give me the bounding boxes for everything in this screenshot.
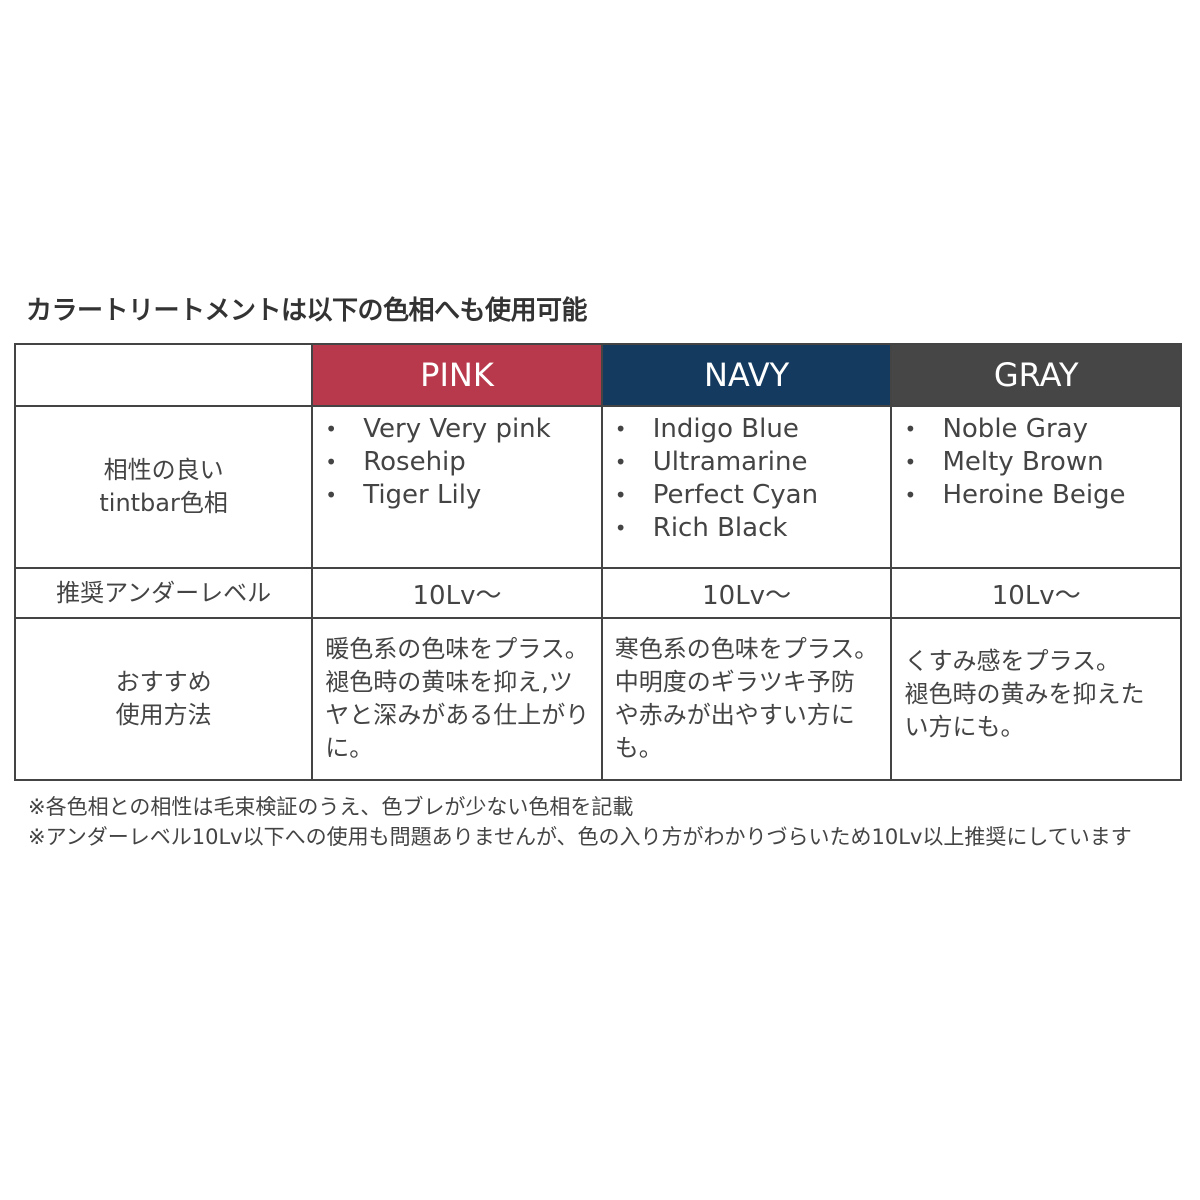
usage-line: 寒色系の色味をプラス。 — [614, 635, 879, 663]
list-item: Rosehip — [313, 446, 601, 479]
usage-navy: 寒色系の色味をプラス。 中明度のギラツキ予防 や赤みが出やすい方に も。 — [600, 617, 893, 781]
compatible-navy: Indigo Blue Ultramarine Perfect Cyan Ric… — [600, 405, 893, 569]
usage-line: 褪色時の黄みを抑えた — [904, 679, 1145, 708]
compatible-row: 相性の良い tintbar色相 Very Very pink Rosehip T… — [13, 405, 1182, 569]
usage-line: 中明度のギラツキ予防 — [614, 668, 855, 696]
row-label-line: tintbar色相 — [99, 489, 228, 517]
list-item: Heroine Beige — [892, 479, 1180, 512]
list-item: Melty Brown — [892, 446, 1180, 479]
row-label-usage: おすすめ 使用方法 — [13, 617, 314, 781]
row-label-line: おすすめ — [115, 668, 212, 696]
under-level-row: 推奨アンダーレベル 10Lv〜 10Lv〜 10Lv〜 — [13, 567, 1182, 619]
list-item: Indigo Blue — [603, 413, 891, 446]
header-pink: PINK — [311, 343, 603, 407]
footnote: ※アンダーレベル10Lv以下への使用も問題ありませんが、色の入り方がわかりづらい… — [28, 825, 1132, 849]
list-item: Noble Gray — [892, 413, 1180, 446]
usage-line: も。 — [614, 734, 663, 762]
header-gray: GRAY — [890, 343, 1182, 407]
footnote: ※各色相との相性は毛束検証のうえ、色ブレが少ない色相を記載 — [28, 795, 634, 819]
row-label-line: 使用方法 — [115, 701, 212, 729]
list-item: Perfect Cyan — [603, 479, 891, 512]
hue-compatibility-table: PINK NAVY GRAY 相性の良い tintbar色相 Very Very… — [13, 343, 1182, 781]
header-empty-cell — [13, 343, 314, 407]
usage-line: ヤと深みがある仕上がり — [325, 701, 590, 729]
header-navy: NAVY — [600, 343, 893, 407]
list-item: Very Very pink — [313, 413, 601, 446]
usage-gray: くすみ感をプラス。 褪色時の黄みを抑えた い方にも。 — [890, 617, 1182, 781]
header-row: PINK NAVY GRAY — [13, 343, 1182, 407]
row-label-under-level: 推奨アンダーレベル — [13, 567, 314, 619]
list-item: Ultramarine — [603, 446, 891, 479]
usage-line: い方にも。 — [904, 712, 1025, 741]
under-level-pink: 10Lv〜 — [311, 567, 603, 619]
compatible-pink: Very Very pink Rosehip Tiger Lily — [311, 405, 603, 569]
usage-line: や赤みが出やすい方に — [614, 701, 855, 729]
usage-row: おすすめ 使用方法 暖色系の色味をプラス。 褪色時の黄味を抑え,ツ ヤと深みがあ… — [13, 617, 1182, 781]
under-level-navy: 10Lv〜 — [600, 567, 893, 619]
list-item: Tiger Lily — [313, 479, 601, 512]
footnotes: ※各色相との相性は毛束検証のうえ、色ブレが少ない色相を記載 ※アンダーレベル10… — [28, 792, 1132, 852]
usage-line: 褪色時の黄味を抑え,ツ — [325, 668, 573, 696]
compatible-gray: Noble Gray Melty Brown Heroine Beige — [890, 405, 1182, 569]
usage-pink: 暖色系の色味をプラス。 褪色時の黄味を抑え,ツ ヤと深みがある仕上がり に。 — [311, 617, 603, 781]
usage-line: くすみ感をプラス。 — [904, 646, 1120, 675]
list-item: Rich Black — [603, 512, 891, 545]
row-label-line: 相性の良い — [103, 456, 224, 484]
under-level-gray: 10Lv〜 — [890, 567, 1182, 619]
row-label-compatible: 相性の良い tintbar色相 — [13, 405, 314, 569]
usage-line: に。 — [325, 734, 374, 762]
page-title: カラートリートメントは以下の色相へも使用可能 — [26, 296, 588, 326]
usage-line: 暖色系の色味をプラス。 — [325, 635, 589, 663]
